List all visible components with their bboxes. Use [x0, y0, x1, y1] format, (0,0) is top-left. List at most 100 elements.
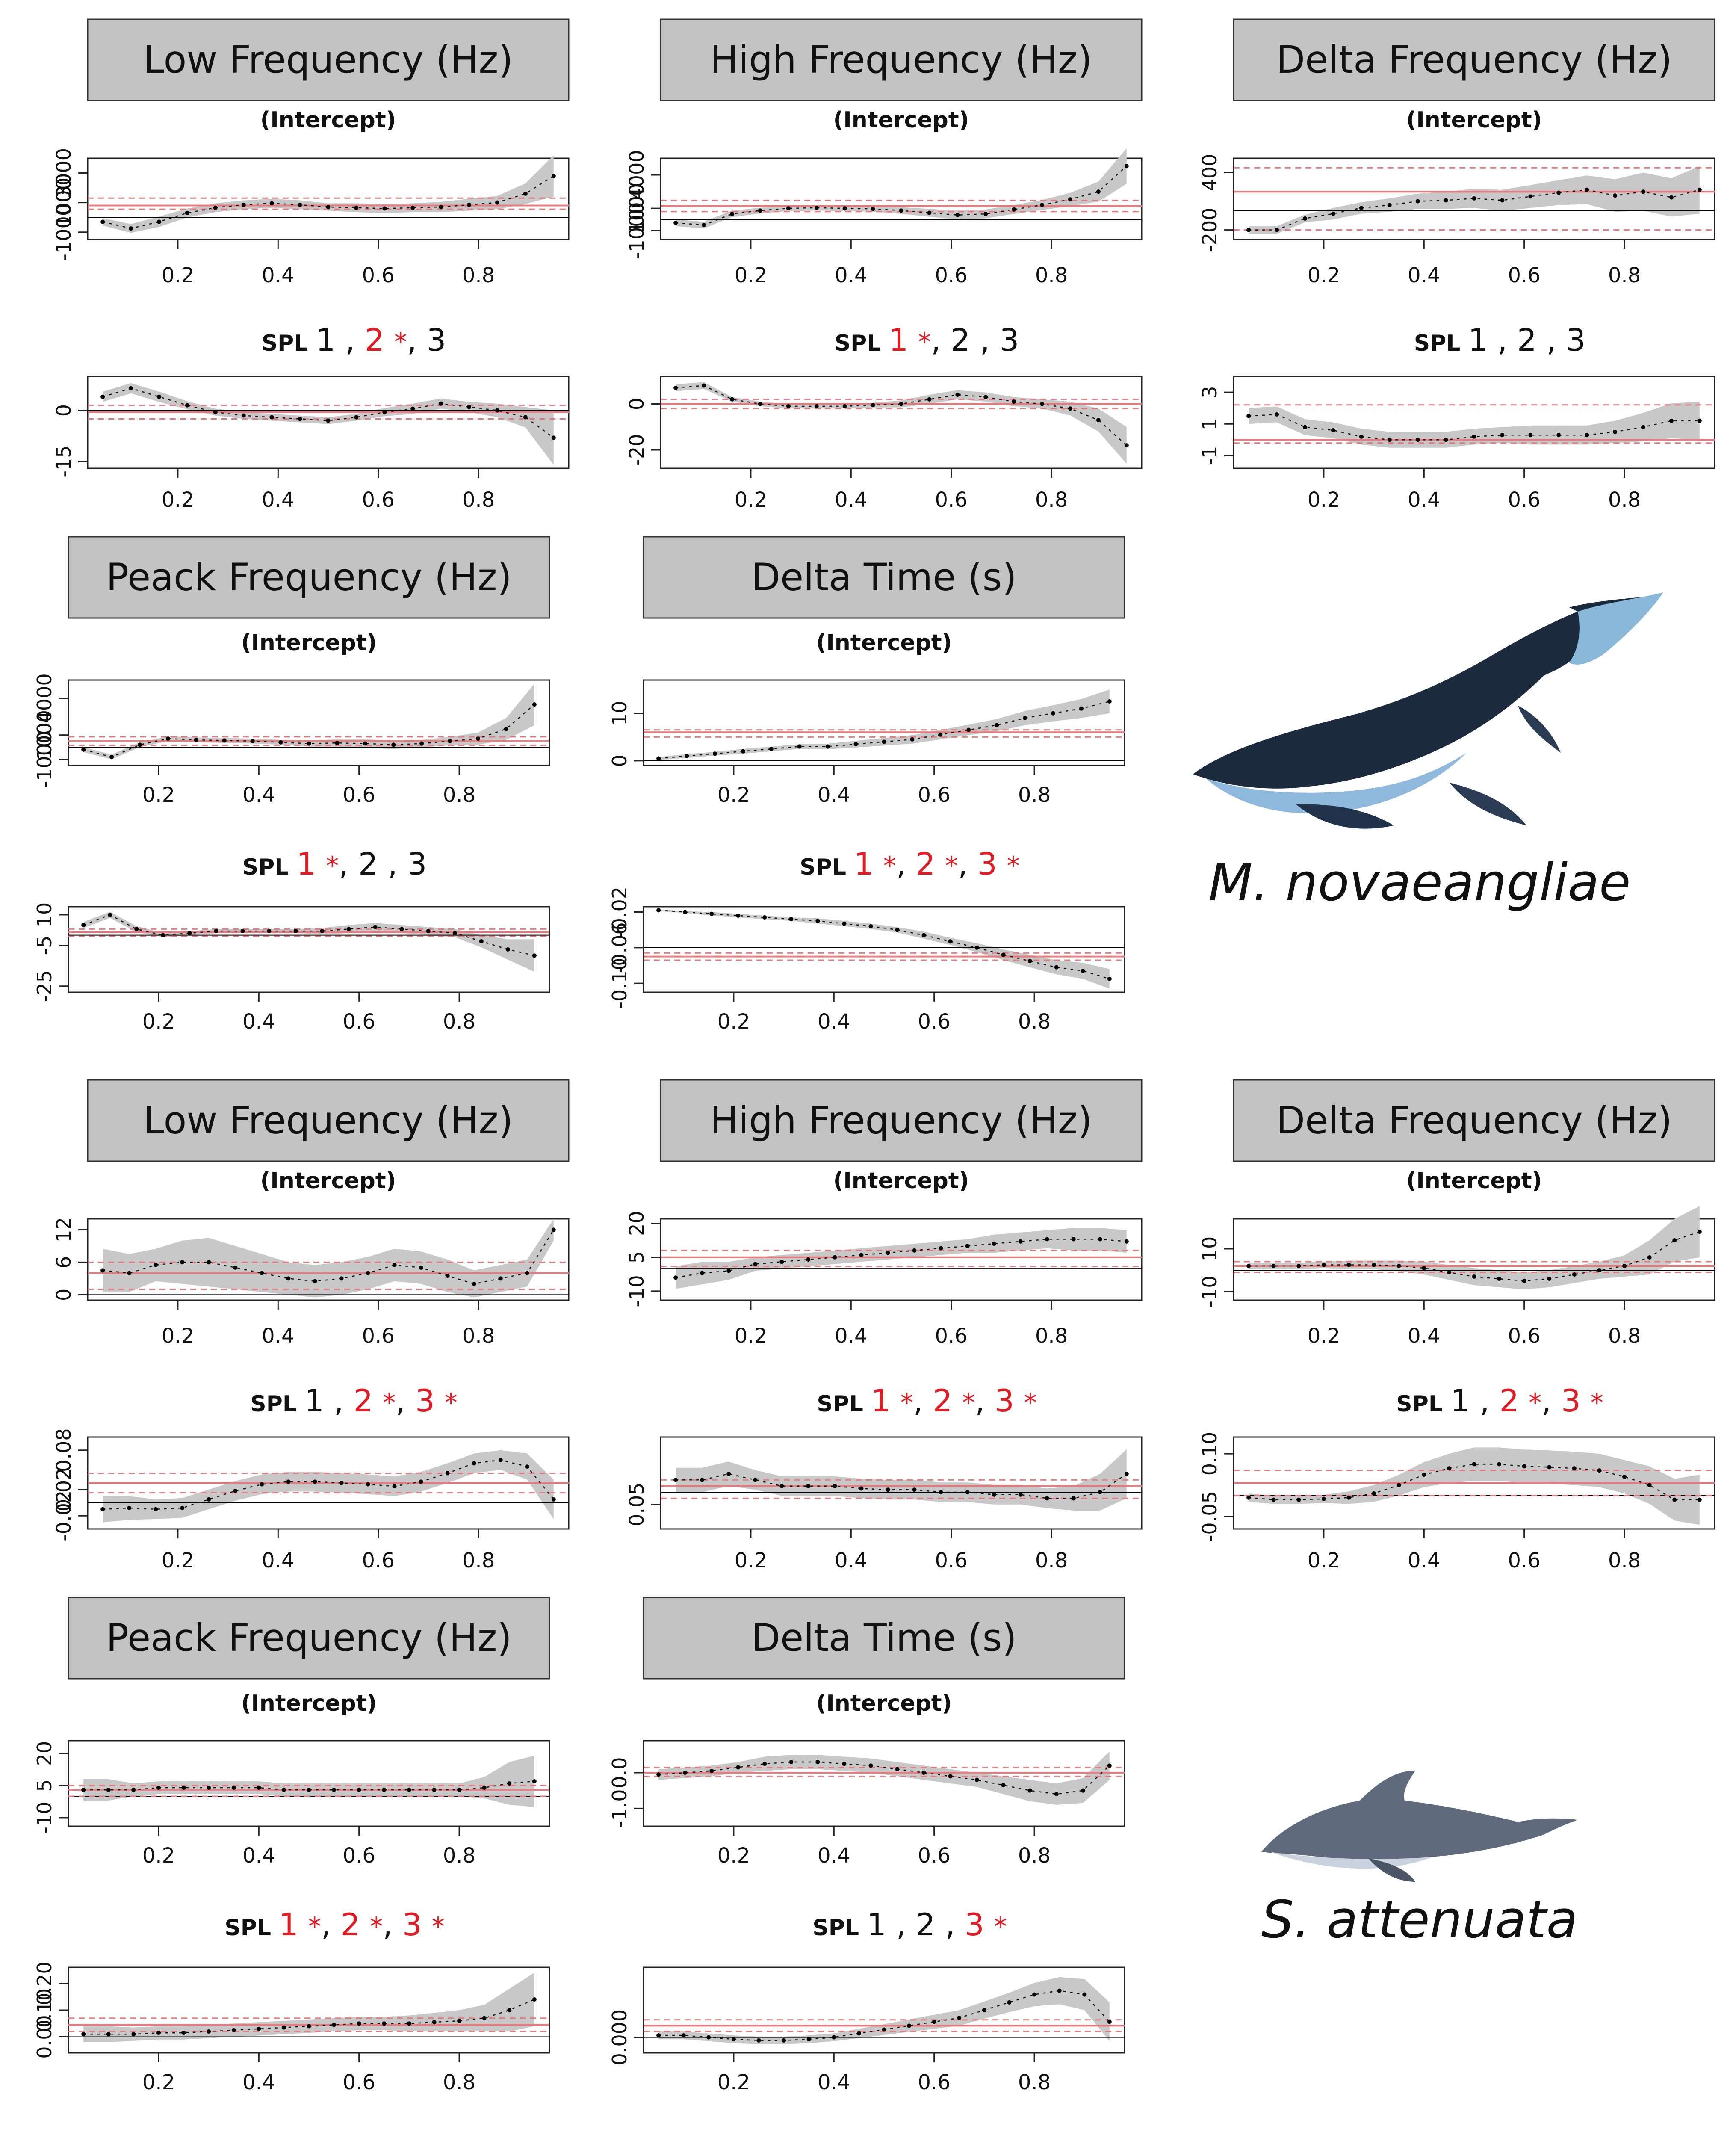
sp1-var4-intercept-estimate-point [736, 1765, 741, 1770]
species-label-s-attenuata: S. attenuata [1261, 1890, 1578, 1950]
spl-label: SPL [242, 855, 297, 880]
sp0-var0-spl-estimate-point [241, 413, 246, 418]
sp1-var2-intercept-estimate-point [1246, 1264, 1251, 1268]
sp0-var3-spl-estimate-point [532, 953, 537, 958]
sp1-var2-spl-x-tick-label: 0.8 [1608, 1549, 1641, 1573]
sp1-var3-intercept-estimate-point [281, 1788, 286, 1792]
sp1-var0-spl-estimate-point [498, 1458, 503, 1462]
panels-layer: Low Frequency (Hz)(Intercept)30001000-10… [33, 18, 1715, 2094]
sp0-var0-intercept-estimate-point [213, 205, 218, 210]
sp1-var3-intercept-y-tick-label: 20 [33, 1741, 56, 1766]
sp0-var3-title-box [68, 536, 550, 619]
sp1-var4-variable-title: Delta Time (s) [751, 1616, 1017, 1660]
spl-quantile-3: 3 [393, 1907, 432, 1943]
sp0-var2-spl-y-tick-label: -1 [1198, 446, 1221, 465]
sp1-var2-intercept-confidence-band [1249, 1206, 1700, 1289]
sp0-var4-spl-estimate-point [656, 908, 661, 913]
sp0-var0-spl-estimate-point [410, 406, 415, 411]
sp1-var4-spl-estimate-point [882, 2027, 886, 2032]
sp1-var4-spl-estimate-point [907, 2023, 912, 2028]
sp1-var4-spl-title: SPL 1 , 2 , 3 * [812, 1907, 1007, 1943]
sp0-var4-intercept-estimate-point [825, 744, 830, 749]
sp0-var4-intercept-estimate-point [966, 727, 971, 732]
sp0-var0-spl-x-tick-label: 0.6 [362, 488, 395, 512]
sp1-var4-intercept-title: (Intercept) [816, 1691, 952, 1716]
spl-separator: , [1480, 1383, 1490, 1419]
sp0-var2-intercept-estimate-point [1472, 196, 1476, 201]
sp0-var0-intercept-confidence-band [103, 155, 554, 233]
sp1-var2-spl-estimate-point [1622, 1474, 1627, 1479]
sp1-var4-spl-estimate-point [656, 2033, 661, 2038]
sp0-var4-intercept-estimate-point [853, 742, 858, 746]
spl-separator: , [945, 1907, 955, 1943]
spl-quantile-3: 3 [398, 846, 427, 882]
sp1-var3-intercept-estimate-point [482, 1786, 487, 1790]
sp1-var1-spl-estimate-point [753, 1478, 758, 1482]
sp1-var1-intercept-estimate-point [886, 1251, 890, 1255]
sp0-var1-intercept-x-tick-label: 0.8 [1035, 263, 1068, 287]
sp1-var3-intercept-title: (Intercept) [241, 1691, 377, 1716]
sp1-var0-spl-estimate-point [100, 1507, 105, 1511]
sp1-var0-intercept-estimate-point [498, 1276, 503, 1281]
sp0-var4-spl-x-tick-label: 0.6 [918, 1010, 951, 1034]
sp1-var0-intercept-y-tick-label: 6 [52, 1256, 75, 1269]
sp1-var1-spl-estimate-point [859, 1486, 864, 1491]
spl-label: SPL [250, 1391, 304, 1417]
sp0-var2-intercept-estimate-point [1444, 198, 1448, 203]
sp0-var3-intercept-estimate-point [419, 741, 424, 746]
sp0-var1-spl-estimate-point [899, 402, 903, 406]
sp1-var1-intercept-estimate-point [806, 1257, 811, 1262]
sp1-var1-intercept-plot: 20 5 -10 0.2 0.4 0.6 0.8 [625, 1211, 1143, 1348]
sp0-var1-spl-y-tick-label: 0 [625, 398, 648, 410]
sp0-var2-panel-group: Delta Frequency (Hz) (Intercept) 400 -200 0.… [1198, 18, 1715, 512]
sp0-var2-spl-x-tick-label: 0.8 [1608, 488, 1641, 512]
sp1-var1-spl-estimate-point [806, 1484, 811, 1488]
sp1-var0-spl-title: SPL 1 , 2 *, 3 * [250, 1383, 457, 1419]
sp1-var2-intercept-plot: 10 -10 0.2 0.4 0.6 0.8 [1198, 1206, 1715, 1348]
spl-quantile-1: 1 [871, 1383, 900, 1419]
sp1-var1-spl-estimate-point [833, 1484, 837, 1488]
sp1-var3-intercept-x-tick-label: 0.6 [343, 1844, 375, 1868]
sp0-var3-intercept-estimate-point [278, 740, 283, 745]
sp0-var3-intercept-title: (Intercept) [241, 630, 377, 656]
sp1-var3-intercept-estimate-point [332, 1788, 337, 1792]
sp0-var3-intercept-estimate-point [165, 736, 170, 741]
sp0-var0-intercept-y-tick-label: 1000 [52, 177, 75, 228]
sp0-var3-spl-estimate-point [267, 929, 272, 934]
sp0-var4-intercept-confidence-band [658, 689, 1110, 760]
sp0-var3-intercept-x-tick-label: 0.6 [343, 783, 375, 807]
sp1-var1-intercept-estimate-point [833, 1255, 837, 1260]
sp1-var4-intercept-x-tick-label: 0.2 [717, 1844, 750, 1868]
sp0-var3-spl-estimate-point [426, 929, 431, 934]
sp1-var1-intercept-x-tick-label: 0.2 [735, 1324, 767, 1348]
sp0-var3-intercept-estimate-point [137, 742, 142, 747]
sp1-var0-intercept-estimate-point [154, 1263, 158, 1267]
sp1-var4-intercept-x-tick-label: 0.4 [818, 1844, 850, 1868]
sp0-var4-intercept-x-tick-label: 0.6 [918, 783, 951, 807]
sp1-var4-intercept-estimate-point [656, 1772, 661, 1777]
sp1-var3-spl-estimate-point [507, 2008, 512, 2012]
spl-quantile-2: 2 [941, 322, 980, 358]
sp1-var3-spl-estimate-point [257, 2026, 261, 2031]
spl-quantile-3: 3 [405, 1383, 445, 1419]
sp1-var4-spl-estimate-point [806, 2037, 811, 2042]
sp0-var1-spl-estimate-point [702, 383, 706, 388]
spl-quantile-3: 3 [955, 1907, 994, 1943]
sp0-var1-spl-estimate-point [814, 404, 819, 408]
sp0-var4-intercept-estimate-point [797, 744, 802, 749]
sp1-var1-intercept-x-tick-label: 0.8 [1035, 1324, 1068, 1348]
sp0-var2-spl-estimate-point [1500, 433, 1505, 438]
spl-label: SPL [800, 855, 854, 880]
sp1-var3-spl-y-tick-label: 0.20 [33, 1961, 56, 2005]
sp1-var1-intercept-estimate-point [939, 1246, 943, 1251]
sp0-var4-spl-estimate-point [842, 921, 847, 926]
sp0-var0-intercept-estimate-point [269, 201, 274, 206]
sp1-var1-intercept-estimate-point [1098, 1237, 1102, 1242]
sp1-var1-spl-title: SPL 1 *, 2 *, 3 * [817, 1383, 1036, 1419]
sp1-var2-title-box [1233, 1079, 1715, 1162]
sp0-var4-spl-estimate-point [736, 913, 741, 918]
sp0-var4-spl-estimate-point [868, 924, 873, 928]
sp0-var3-spl-x-tick-label: 0.2 [142, 1010, 175, 1034]
sp0-var4-intercept-estimate-point [769, 747, 774, 751]
sp1-var1-spl-estimate-point [965, 1490, 970, 1494]
